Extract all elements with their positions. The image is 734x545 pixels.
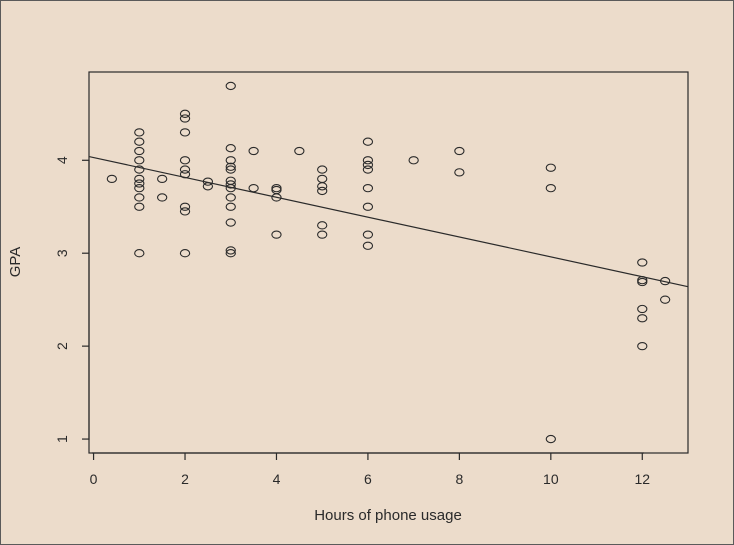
data-point xyxy=(225,180,236,189)
y-tick-label: 2 xyxy=(54,342,70,350)
data-point xyxy=(294,146,305,156)
data-points xyxy=(106,81,671,444)
data-point xyxy=(134,165,145,174)
data-point xyxy=(134,193,145,202)
data-point xyxy=(248,146,259,156)
y-ticks: 1 2 3 4 xyxy=(54,156,89,443)
x-tick-label: 10 xyxy=(543,471,559,487)
data-point xyxy=(225,162,236,171)
data-point xyxy=(362,165,374,174)
x-tick-label: 6 xyxy=(364,471,372,487)
data-point xyxy=(317,186,328,196)
data-point xyxy=(545,184,556,193)
x-tick-label: 0 xyxy=(90,471,98,487)
data-point xyxy=(202,182,214,191)
data-point xyxy=(225,246,236,255)
data-point xyxy=(179,207,191,216)
x-tick-label: 2 xyxy=(181,471,189,487)
x-tick-label: 12 xyxy=(634,471,650,487)
data-point xyxy=(637,258,648,267)
data-point xyxy=(454,168,465,177)
data-point xyxy=(545,163,556,172)
data-point xyxy=(317,230,328,239)
data-point xyxy=(134,202,145,211)
data-point xyxy=(179,109,191,118)
plot-area-box xyxy=(88,71,689,454)
data-point xyxy=(362,184,374,193)
data-point xyxy=(157,193,168,202)
data-point xyxy=(659,295,671,304)
data-point xyxy=(225,249,236,258)
data-point xyxy=(179,128,191,137)
data-point xyxy=(362,202,374,211)
data-point xyxy=(134,146,145,156)
x-tick-label: 4 xyxy=(273,471,281,487)
data-point xyxy=(225,202,236,211)
data-point xyxy=(134,128,145,137)
data-point xyxy=(157,174,168,184)
data-point xyxy=(362,160,374,170)
data-point xyxy=(179,114,191,123)
data-point xyxy=(134,179,145,188)
data-point xyxy=(271,185,282,195)
data-point xyxy=(317,165,328,174)
x-axis-label: Hours of phone usage xyxy=(314,507,462,524)
data-point xyxy=(317,221,328,230)
data-point xyxy=(225,144,236,153)
data-point xyxy=(134,249,145,258)
data-point xyxy=(179,165,191,174)
data-point xyxy=(637,341,648,351)
data-point xyxy=(134,156,145,165)
data-point xyxy=(271,193,282,202)
data-point xyxy=(225,218,236,227)
x-tick-label: 8 xyxy=(455,471,463,487)
data-point xyxy=(134,174,145,184)
data-point xyxy=(225,193,236,202)
data-point xyxy=(225,81,236,91)
data-point xyxy=(362,241,374,250)
data-point xyxy=(362,156,374,165)
data-point xyxy=(106,174,118,184)
data-point xyxy=(454,146,465,156)
data-point xyxy=(637,304,648,314)
data-point xyxy=(225,165,236,174)
data-point xyxy=(408,156,419,165)
data-point xyxy=(317,182,328,191)
data-point xyxy=(179,202,191,211)
x-ticks: 0 2 4 6 8 10 12 xyxy=(90,453,650,487)
data-point xyxy=(134,184,145,193)
y-tick-label: 4 xyxy=(54,156,70,164)
y-tick-label: 1 xyxy=(54,435,70,443)
data-point xyxy=(179,249,191,258)
data-point xyxy=(134,137,145,146)
data-point xyxy=(637,314,648,323)
data-point xyxy=(362,230,374,239)
regression-line xyxy=(88,155,689,288)
data-point xyxy=(545,434,556,444)
data-point xyxy=(225,156,236,165)
data-point xyxy=(179,156,191,165)
y-axis-label: GPA xyxy=(7,247,24,278)
data-point xyxy=(362,137,374,146)
data-point xyxy=(271,230,282,239)
y-tick-label: 3 xyxy=(54,249,70,257)
data-point xyxy=(317,174,328,184)
data-point xyxy=(248,184,259,193)
data-point xyxy=(271,184,282,193)
data-point xyxy=(637,277,648,287)
